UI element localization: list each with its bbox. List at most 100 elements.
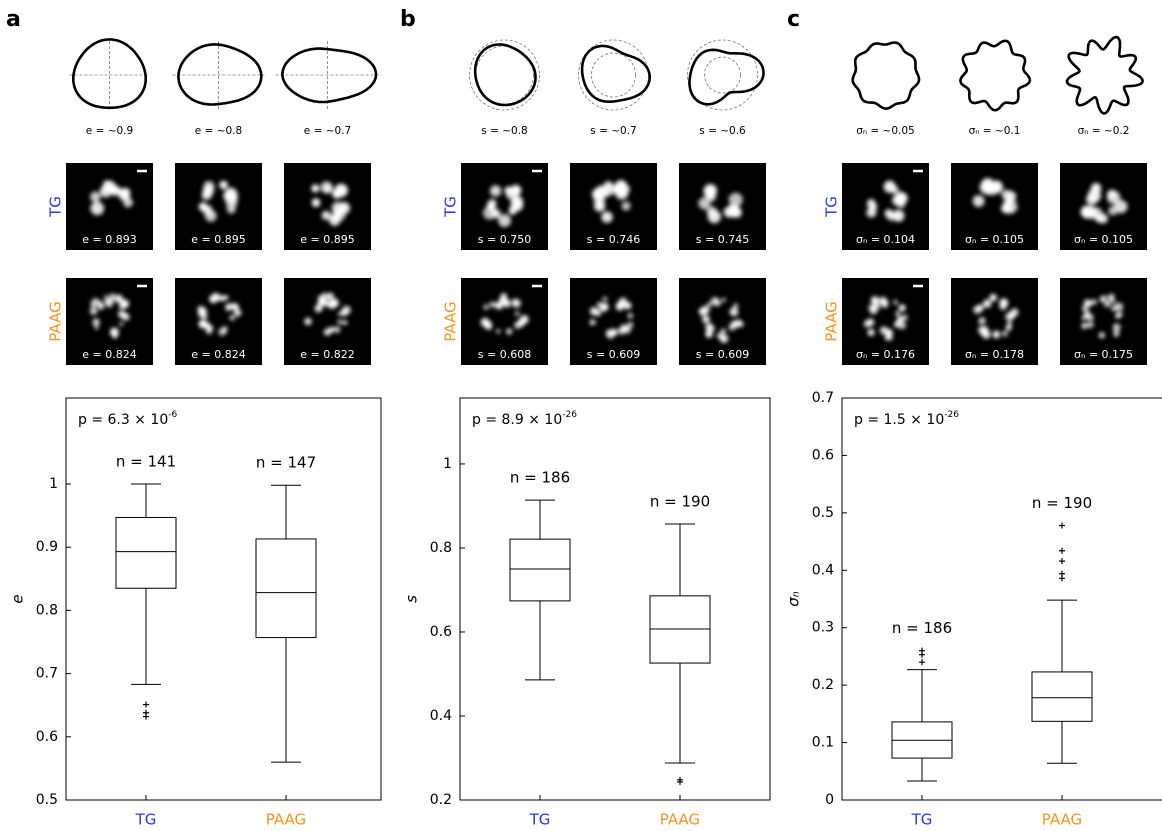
signal-blob (1115, 303, 1123, 311)
signal-blob (112, 186, 121, 195)
n-label: n = 186 (892, 619, 952, 637)
figure: ae = ~0.9e = ~0.8e = ~0.7TGe = 0.893e = … (0, 0, 1162, 831)
image-label: e = 0.895 (300, 233, 354, 246)
shape-label: e = ~0.9 (86, 125, 133, 137)
n-label: n = 147 (256, 454, 316, 472)
signal-blob (986, 182, 999, 195)
y-tick-label: 0.8 (430, 540, 452, 556)
outlier (919, 659, 925, 665)
signal-blob (990, 294, 998, 302)
outlier (1059, 548, 1065, 554)
y-tick-label: 0.5 (36, 792, 58, 808)
signal-blob (1081, 323, 1087, 329)
signal-blob (621, 185, 630, 194)
y-tick-label: 0.4 (812, 562, 834, 578)
p-value-exponent: -26 (562, 410, 577, 420)
x-tick-label: TG (529, 811, 551, 829)
signal-blob (198, 310, 206, 318)
panel-letter: a (6, 7, 21, 32)
signal-blob (1113, 331, 1119, 337)
signal-blob (1108, 206, 1117, 215)
signal-blob (205, 210, 217, 222)
signal-blob (338, 312, 342, 316)
row-label: TG (442, 196, 460, 218)
shape-label: σₙ = ~0.2 (1078, 125, 1130, 137)
signal-blob (622, 201, 631, 210)
image-label: s = 0.746 (587, 233, 640, 246)
y-tick-label: 0.4 (430, 708, 452, 724)
signal-blob (722, 298, 726, 302)
plot-frame (66, 398, 381, 800)
shape-outline (1067, 37, 1143, 113)
y-tick-label: 0.6 (36, 729, 58, 745)
signal-blob (322, 211, 331, 220)
panel-letter: b (400, 7, 416, 32)
signal-blob (483, 304, 489, 310)
signal-blob (981, 326, 989, 334)
signal-blob (1111, 300, 1115, 304)
outlier (143, 702, 149, 708)
signal-blob (1085, 309, 1089, 313)
signal-blob (114, 295, 123, 304)
signal-blob (334, 326, 340, 332)
signal-blob (120, 303, 126, 309)
y-tick-label: 0.3 (812, 620, 834, 636)
signal-blob (1006, 325, 1012, 331)
image-label: σₙ = 0.105 (1074, 233, 1133, 246)
signal-blob (727, 204, 740, 217)
outlier (143, 714, 149, 720)
signal-blob (337, 320, 341, 324)
signal-blob (704, 184, 717, 197)
signal-blob (610, 329, 618, 337)
signal-blob (897, 200, 905, 208)
n-label: n = 190 (650, 493, 710, 511)
y-tick-label: 0 (825, 792, 834, 808)
y-axis-label: σₙ (785, 591, 803, 607)
signal-blob (1104, 300, 1111, 307)
outlier (1059, 575, 1065, 581)
signal-blob (104, 295, 108, 299)
signal-blob (628, 313, 633, 318)
signal-blob (498, 214, 511, 227)
image-label: σₙ = 0.104 (856, 233, 915, 246)
row-label: PAAG (442, 301, 460, 341)
shape-label: σₙ = ~0.05 (856, 125, 915, 137)
signal-blob (1008, 321, 1012, 325)
image-label: s = 0.609 (696, 348, 749, 361)
signal-blob (218, 328, 226, 336)
signal-blob (331, 299, 339, 307)
signal-blob (1084, 206, 1097, 219)
image-label: σₙ = 0.178 (965, 348, 1024, 361)
signal-blob (1087, 314, 1093, 320)
signal-blob (881, 300, 888, 307)
signal-blob (1002, 331, 1008, 337)
signal-blob (973, 306, 981, 314)
x-tick-label: TG (911, 811, 933, 829)
signal-blob (514, 322, 521, 329)
signal-blob (199, 202, 208, 211)
signal-blob (868, 329, 875, 336)
signal-blob (1098, 214, 1108, 224)
signal-blob (496, 329, 500, 333)
shape-label: s = ~0.8 (481, 125, 527, 137)
image-label: σₙ = 0.105 (965, 233, 1024, 246)
signal-blob (98, 301, 102, 305)
signal-blob (506, 328, 512, 334)
image-label: e = 0.895 (191, 233, 245, 246)
signal-blob (90, 202, 104, 216)
y-tick-label: 1 (49, 476, 58, 492)
y-axis-label: e (9, 594, 27, 603)
image-label: e = 0.822 (300, 348, 354, 361)
shape-label: s = ~0.7 (590, 125, 636, 137)
signal-blob (999, 302, 1007, 310)
row-label: TG (823, 196, 841, 218)
signal-blob (342, 320, 347, 325)
signal-blob (481, 318, 490, 327)
image-label: σₙ = 0.175 (1074, 348, 1133, 361)
signal-blob (730, 321, 738, 329)
signal-blob (520, 315, 529, 324)
signal-blob (867, 199, 876, 208)
image-label: e = 0.893 (82, 233, 136, 246)
